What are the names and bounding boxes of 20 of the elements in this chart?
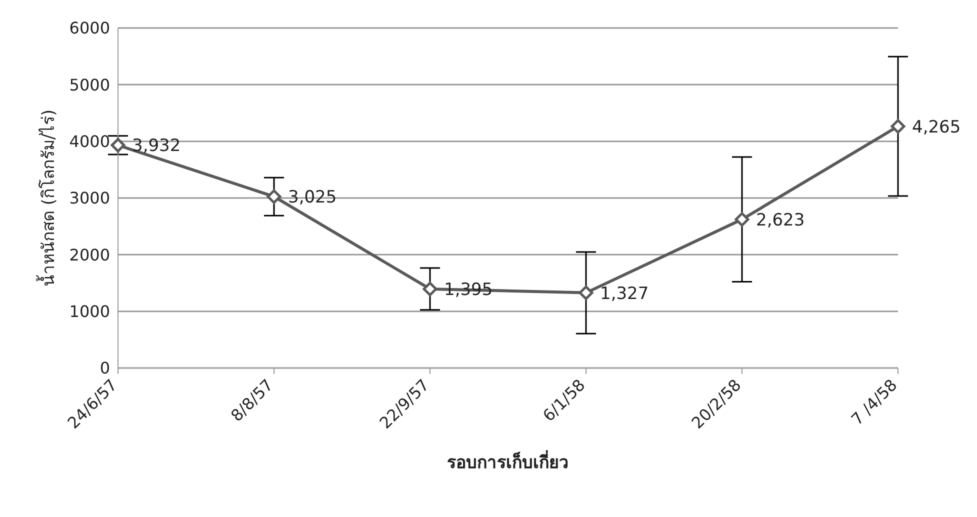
y-tick-label: 2000 <box>69 245 110 264</box>
point <box>734 212 750 227</box>
y-tick-label: 3000 <box>69 188 110 208</box>
point <box>578 286 594 300</box>
y-tick-label: 6000 <box>69 18 110 38</box>
y-axis-title: น้ำหนักสด (กิโลกรัม/ไร่) <box>36 109 60 287</box>
point <box>110 138 126 152</box>
data-label: 3,025 <box>288 188 337 208</box>
data-label: 4,265 <box>912 117 961 138</box>
data-label: 3,932 <box>132 136 181 156</box>
y-tick-label: 0 <box>100 358 110 378</box>
y-tick-label: 4000 <box>69 132 110 152</box>
data-label: 1,327 <box>600 284 649 304</box>
y-tick-label: 5000 <box>69 75 110 94</box>
point <box>266 189 282 204</box>
y-tick-label: 1000 <box>69 302 110 322</box>
point <box>890 119 906 134</box>
point <box>422 282 438 296</box>
x-axis-title: รอบการเก็บเกี่ยว <box>447 450 569 473</box>
data-label: 2,623 <box>756 210 805 230</box>
